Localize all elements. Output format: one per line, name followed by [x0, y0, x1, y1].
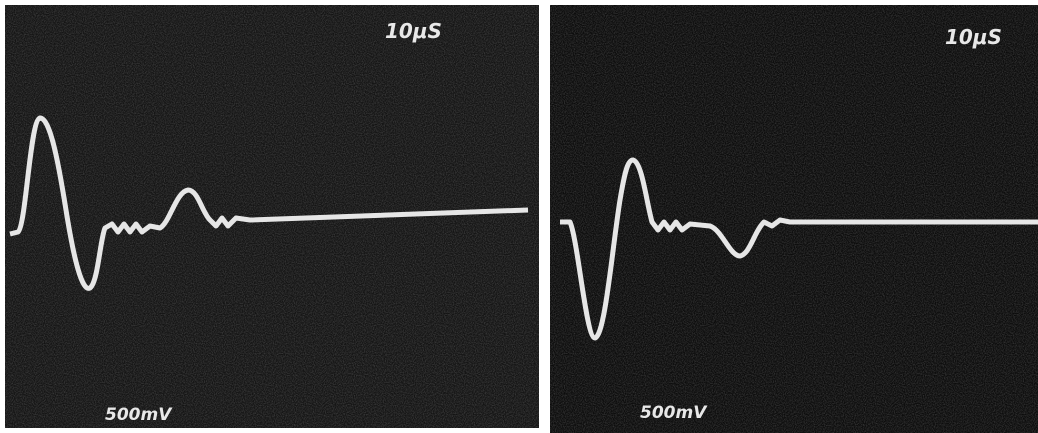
left-screen: 10μS 500mV: [5, 5, 539, 428]
timebase-label: 10μS: [945, 25, 1002, 49]
volts-label: 500mV: [105, 405, 173, 425]
screen-noise: [5, 5, 539, 428]
oscilloscope-screens: 10μS 500mV 10μS 500mV: [0, 0, 1038, 433]
right-screen: 10μS 500mV: [550, 5, 1038, 433]
volts-label: 500mV: [640, 403, 708, 423]
timebase-label: 10μS: [385, 19, 442, 43]
screen-noise: [550, 5, 1038, 433]
